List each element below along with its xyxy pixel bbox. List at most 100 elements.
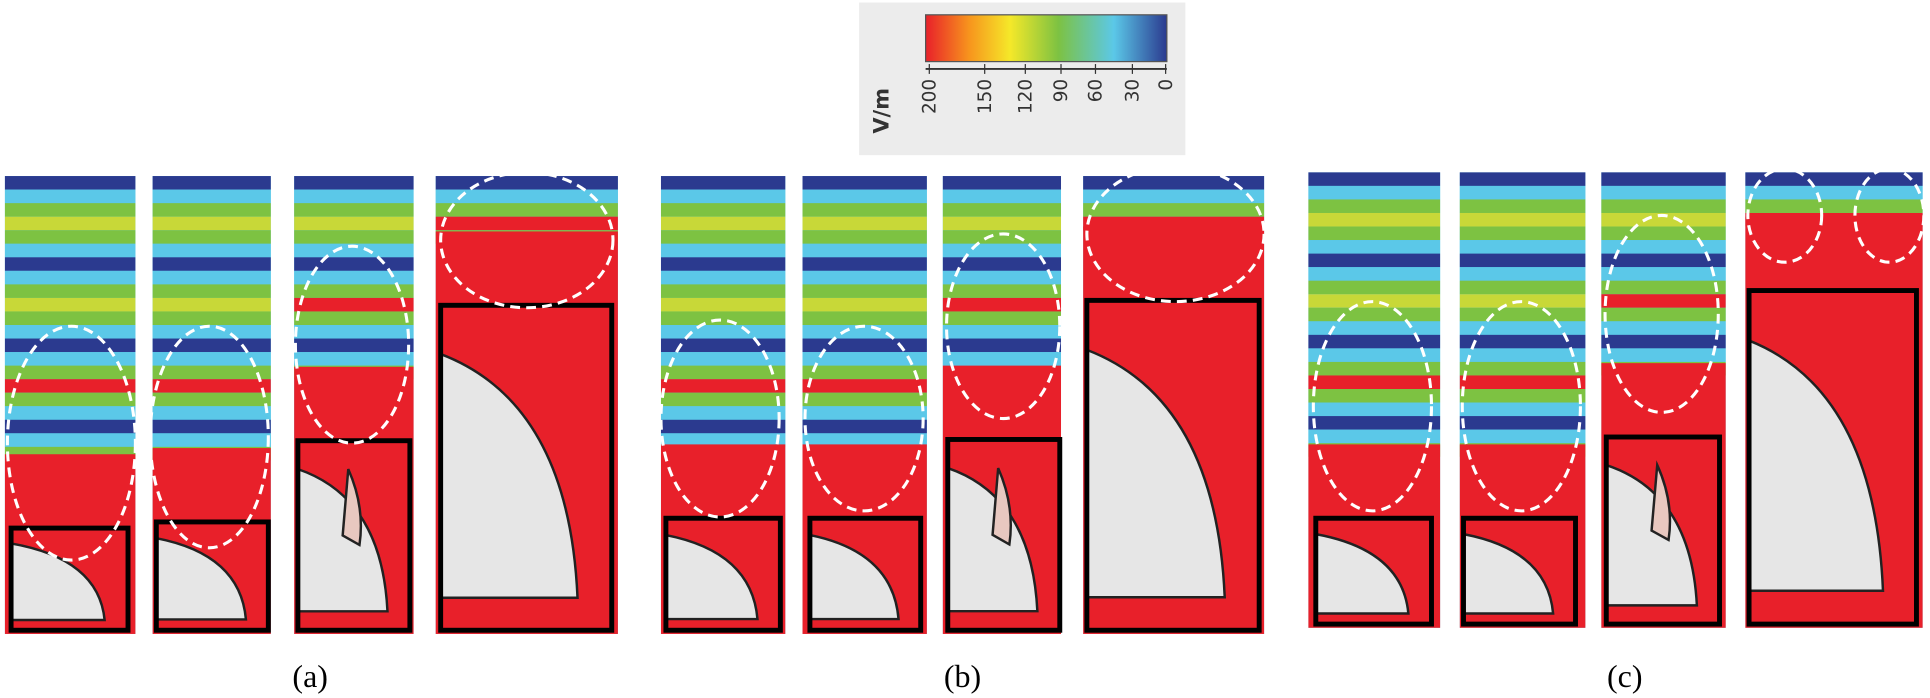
field-band [1601, 185, 1726, 200]
region-box [438, 302, 615, 633]
field-band [660, 352, 786, 366]
field-band [802, 379, 927, 393]
field-band [1459, 389, 1586, 403]
field-band [4, 433, 136, 447]
region-box [1461, 515, 1578, 627]
field-band [1459, 280, 1586, 295]
field-band [4, 284, 136, 298]
field-band [294, 243, 414, 258]
field-band [1459, 361, 1586, 376]
field-band [1459, 253, 1586, 268]
field-band [660, 406, 786, 420]
field-band [435, 189, 618, 204]
body-shape [439, 352, 579, 599]
field-band [802, 406, 927, 420]
region-ellipse [5, 324, 137, 562]
field-panel [942, 176, 1063, 634]
field-band [4, 379, 136, 393]
region-ellipse [1853, 167, 1926, 264]
colorbar-tick-label: 150 [975, 79, 996, 114]
field-band [1083, 176, 1265, 190]
field-band [802, 284, 927, 298]
field-band [1459, 185, 1586, 200]
region-ellipse [1311, 300, 1434, 513]
field-panel [1459, 172, 1586, 628]
field-band [942, 189, 1062, 204]
field-band [152, 365, 271, 380]
region-box [153, 519, 271, 633]
field-band [1459, 416, 1586, 430]
body-shape [1085, 348, 1226, 599]
field-band [1308, 294, 1441, 308]
field-band [1459, 321, 1586, 335]
region-box [8, 525, 131, 633]
field-panel [802, 176, 927, 634]
field-band [1459, 172, 1586, 186]
field-panel [148, 176, 271, 634]
field-band [802, 270, 927, 285]
field-band [802, 352, 927, 366]
field-band [660, 365, 786, 380]
field-band [1601, 280, 1726, 295]
field-band [660, 311, 786, 325]
field-band [4, 311, 136, 325]
field-band [942, 257, 1062, 271]
field-band [1459, 240, 1586, 254]
field-band [294, 203, 414, 217]
body-shape [808, 533, 900, 621]
field-band [1459, 307, 1586, 322]
field-band [1083, 203, 1265, 217]
field-band [1308, 348, 1441, 362]
field-band [802, 392, 927, 407]
field-panel [293, 176, 414, 634]
field-band [4, 257, 136, 271]
field-panel [659, 176, 786, 634]
field-band [802, 297, 927, 312]
field-band [1308, 240, 1441, 254]
body-shape [664, 533, 759, 621]
field-band [1308, 361, 1441, 376]
body-shape [1605, 463, 1699, 607]
colorbar-gradient [924, 14, 1168, 63]
field-band [294, 338, 414, 353]
field-band [4, 324, 136, 339]
field-panel [1083, 164, 1266, 634]
field-band [152, 216, 271, 231]
field-band [152, 338, 271, 353]
field-band [1601, 267, 1726, 281]
field-band [802, 203, 927, 217]
field-band [4, 243, 136, 258]
colorbar-tick-label: 200 [919, 79, 940, 114]
field-band [802, 189, 927, 204]
field-band [1459, 212, 1586, 227]
body-shape [1462, 532, 1555, 615]
field-band [802, 338, 927, 353]
region-box [1313, 515, 1434, 627]
field-band [1308, 334, 1441, 349]
field-band [152, 324, 271, 339]
field-band [942, 284, 1062, 298]
field-band [4, 392, 136, 407]
field-band [1308, 389, 1441, 403]
field-band [152, 311, 271, 325]
field-band [1459, 226, 1586, 241]
field-band [660, 189, 786, 204]
field-band [152, 203, 271, 217]
region-box [295, 438, 413, 633]
region-ellipse [1603, 213, 1720, 414]
field-band [660, 297, 786, 312]
field-band [1745, 185, 1923, 200]
field-band [4, 203, 136, 217]
field-band [1459, 402, 1586, 417]
region-box [1603, 434, 1722, 627]
field-band [802, 243, 927, 258]
field-band [942, 243, 1062, 258]
field-band [294, 216, 414, 231]
field-band [802, 365, 927, 380]
field-band [152, 406, 271, 420]
field-panel [1745, 167, 1926, 628]
field-band [660, 230, 786, 244]
field-band [660, 216, 786, 231]
antenna-shape [991, 467, 1012, 547]
field-band [660, 257, 786, 271]
